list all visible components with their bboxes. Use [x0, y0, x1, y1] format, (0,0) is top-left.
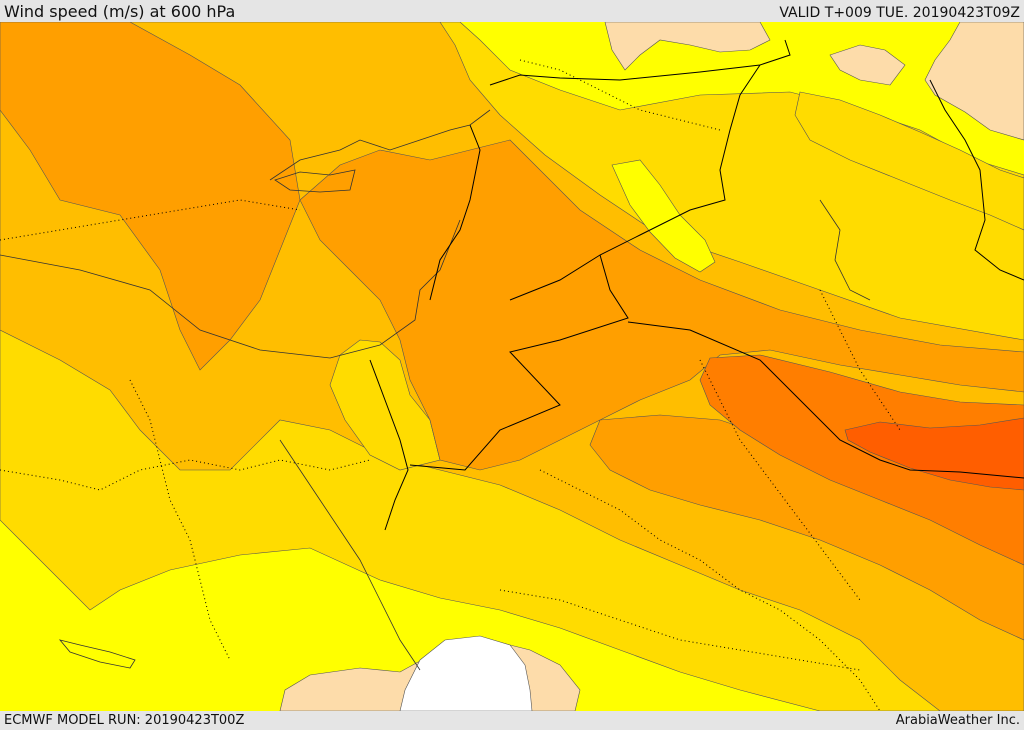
coast-red-sea	[279, 439, 421, 671]
coast-turkey	[269, 109, 491, 181]
shade-pale-n	[604, 22, 771, 71]
admin-border-7	[519, 59, 721, 131]
shade-gold-lobe-2	[794, 91, 1024, 231]
shade-dark-orange	[699, 354, 1024, 566]
shade-white-s	[399, 635, 533, 711]
shade-yellow-lobe	[611, 159, 716, 273]
island-cyprus	[274, 169, 356, 193]
credit-label: ArabiaWeather Inc.	[895, 713, 1020, 728]
border-line-5	[369, 359, 409, 531]
island-crete	[58, 639, 136, 669]
shade-orange-central	[299, 139, 1024, 471]
shade-gold-lobe	[329, 339, 441, 471]
border-line-6	[929, 79, 1024, 281]
admin-border-6	[0, 199, 301, 241]
shade-red-orange	[844, 417, 1024, 491]
border-line-2	[509, 64, 761, 301]
shade-pale-n2	[829, 44, 906, 86]
coast-gulf	[819, 199, 871, 301]
border-line-4	[627, 321, 1024, 479]
map-canvas	[0, 22, 1024, 711]
admin-border-5	[699, 359, 861, 601]
border-line-7	[429, 124, 481, 301]
footer-bar: ECMWF MODEL RUN: 20190423T00Z ArabiaWeat…	[0, 711, 1024, 729]
shade-pale-ne	[924, 22, 1024, 141]
model-run-label: ECMWF MODEL RUN: 20190423T00Z	[4, 713, 245, 728]
header-bar: Wind speed (m/s) at 600 hPa VALID T+009 …	[0, 0, 1024, 22]
valid-time: VALID T+009 TUE. 20190423T09Z	[779, 5, 1020, 21]
wind-speed-map	[0, 22, 1024, 711]
admin-border-4	[499, 589, 861, 671]
border-line-1	[489, 39, 791, 86]
coast-mediterranean	[0, 219, 461, 359]
border-line-3	[409, 254, 629, 471]
map-title: Wind speed (m/s) at 600 hPa	[4, 2, 236, 21]
